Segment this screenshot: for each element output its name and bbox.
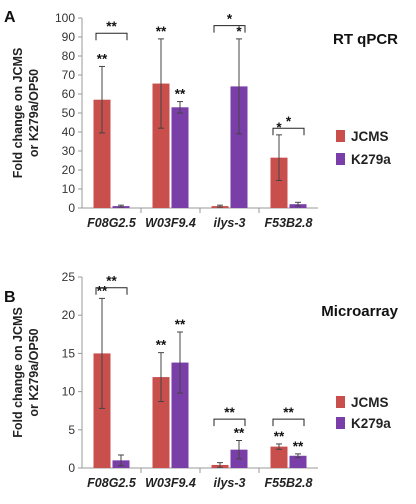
- legend-swatch: [336, 417, 345, 429]
- category-label: W03F9.4: [145, 216, 196, 230]
- y-tick-label: 100: [55, 11, 75, 25]
- bar-k279a: [171, 362, 189, 468]
- panel-title: RT qPCR: [333, 31, 398, 48]
- panel-title: Microarray: [321, 303, 398, 320]
- y-tick-label: 50: [62, 106, 76, 120]
- chart-panel-b: B Microarray Fold change on JCMS or K279a/O…: [4, 270, 399, 490]
- bar-jcms: [93, 353, 111, 468]
- y-tick-label: 40: [62, 125, 76, 139]
- y-tick-label: 20: [62, 308, 76, 322]
- category-label: ilys-3: [214, 216, 246, 230]
- category-label: ilys-3: [214, 476, 246, 490]
- bar-k279a: [230, 86, 248, 208]
- y-tick-label: 30: [62, 144, 76, 158]
- legend-swatch: [336, 153, 345, 165]
- y-tick-label: 15: [62, 346, 76, 360]
- y-axis-label: Fold change on JCMS: [11, 307, 25, 438]
- y-tick-label: 25: [62, 270, 76, 284]
- chart-panel-a: A RT qPCR Fold change on JCMS or K279a/OP50…: [4, 9, 398, 230]
- category-label: F55B2.8: [265, 476, 313, 490]
- category-label: F53B2.8: [265, 216, 313, 230]
- bracket-label: *: [286, 114, 292, 129]
- legend: JCMS K279a: [336, 395, 391, 431]
- legend-label: K279a: [351, 416, 391, 431]
- legend-label: JCMS: [351, 395, 389, 410]
- significance-mark: **: [156, 24, 167, 39]
- significance-mark: **: [97, 283, 108, 298]
- bar-jcms: [93, 99, 111, 208]
- panel-label: A: [4, 9, 16, 26]
- significance-mark: **: [175, 87, 186, 102]
- bracket-label: **: [106, 274, 117, 289]
- y-axis-label: or K279a/OP50: [27, 69, 41, 157]
- y-tick-label: 60: [62, 87, 76, 101]
- bracket-label: **: [224, 405, 235, 420]
- significance-mark: **: [274, 429, 285, 444]
- legend-swatch: [336, 396, 345, 408]
- y-tick-label: 70: [62, 68, 76, 82]
- significance-bracket: [272, 127, 305, 136]
- y-axis-label: Fold change on JCMS: [11, 48, 25, 179]
- category-label: W03F9.4: [145, 476, 196, 490]
- bracket-label: **: [106, 19, 117, 34]
- significance-bracket: [213, 418, 246, 427]
- y-tick-label: 10: [62, 385, 76, 399]
- y-tick-label: 90: [62, 30, 76, 44]
- bracket-label: *: [227, 12, 233, 27]
- significance-mark: *: [236, 24, 242, 39]
- bar-k279a: [171, 107, 189, 208]
- legend-swatch: [336, 130, 345, 142]
- bar-k279a: [289, 455, 307, 468]
- significance-mark: *: [276, 120, 282, 135]
- significance-mark: **: [293, 439, 304, 454]
- bracket-label: **: [283, 405, 294, 420]
- y-tick-label: 20: [62, 163, 76, 177]
- y-tick-label: 80: [62, 49, 76, 63]
- y-tick-label: 0: [68, 461, 75, 475]
- significance-mark: **: [97, 51, 108, 66]
- significance-bracket: [272, 418, 305, 427]
- y-axis-label: or K279a/OP50: [27, 328, 41, 416]
- bar-jcms: [270, 157, 288, 208]
- significance-mark: **: [156, 338, 167, 353]
- legend-label: JCMS: [351, 129, 389, 144]
- significance-bracket: [95, 287, 128, 295]
- category-label: F08G2.5: [87, 476, 137, 490]
- legend-label: K279a: [351, 152, 391, 167]
- legend: JCMS K279a: [336, 129, 391, 167]
- category-label: F08G2.5: [87, 216, 137, 230]
- bar-jcms: [270, 446, 288, 468]
- bar-jcms: [152, 83, 170, 208]
- panel-label: B: [4, 289, 16, 306]
- y-tick-label: 0: [68, 201, 75, 215]
- significance-mark: **: [234, 425, 245, 440]
- y-tick-label: 10: [62, 182, 76, 196]
- bar-jcms: [152, 377, 170, 468]
- significance-bracket: [213, 25, 246, 33]
- significance-mark: **: [175, 317, 186, 332]
- significance-bracket: [95, 32, 128, 41]
- y-tick-label: 5: [68, 423, 75, 437]
